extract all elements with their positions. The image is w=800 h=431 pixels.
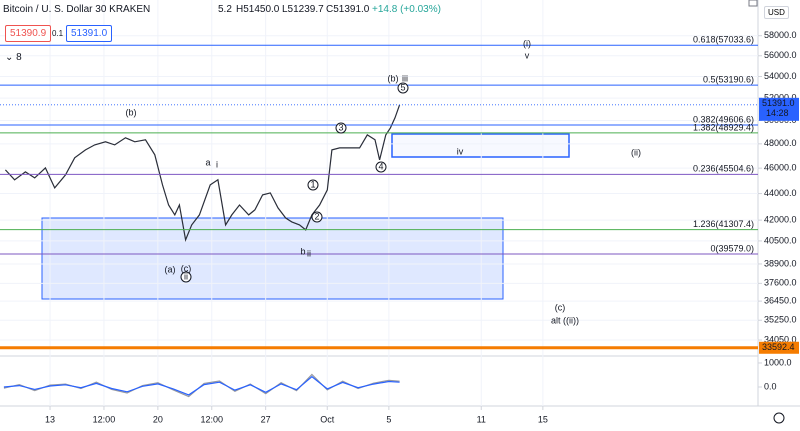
y-tick-label: 58000.0 — [764, 30, 797, 40]
x-tick-label: 11 — [477, 414, 486, 424]
wave-label: (c) — [181, 263, 192, 273]
y-tick-label: 38900.0 — [764, 258, 797, 268]
countdown: 14:28 — [766, 108, 789, 118]
zone-box — [41, 217, 504, 300]
y-tick-label: 35250.0 — [764, 315, 797, 325]
wave-label: 1 — [310, 179, 315, 189]
wave-label: a — [205, 157, 210, 167]
x-tick-label: 12:00 — [200, 414, 223, 424]
wave-label: ii — [184, 271, 188, 281]
ohlc-value: 5.2 — [218, 4, 232, 15]
currency[interactable]: USD — [764, 6, 789, 19]
wave-label: 2 — [314, 211, 319, 221]
wave-circle — [335, 122, 347, 134]
buy-price[interactable]: 51391.0 — [66, 25, 113, 42]
y-tick-label: 52000.0 — [764, 92, 797, 102]
price-tag-label: 51391.0 — [762, 98, 795, 108]
symbol-title: Bitcoin / U. S. Dollar 30 KRAKEN — [3, 4, 151, 15]
wave-circle — [375, 161, 387, 173]
ohlc-value: C51391.0 — [326, 4, 370, 15]
wave-label: iii — [402, 73, 408, 83]
y-tick-label: 37600.0 — [764, 278, 797, 288]
ohlc-value: L51239.7 — [282, 4, 324, 15]
x-tick-label: 20 — [153, 414, 163, 424]
fib-label: 0.5(53190.6) — [703, 75, 754, 85]
fib-label: 0.618(57033.6) — [693, 35, 754, 45]
fib-label: 1.382(48929.4) — [693, 122, 754, 132]
wave-label: alt ((ii)) — [551, 315, 579, 325]
x-tick-label: 5 — [386, 414, 391, 424]
price-line — [3, 375, 400, 396]
wave-label: iv — [457, 146, 464, 156]
y-tick-label: 40500.0 — [764, 235, 797, 245]
y-tick-label: 34050.0 — [764, 334, 797, 344]
wave-label: (c) — [555, 302, 566, 312]
wave-label: (b) — [388, 73, 399, 83]
wave-circle — [311, 211, 323, 223]
wave-circle — [180, 271, 192, 283]
indicator-count: 8 — [16, 52, 22, 63]
zone-box — [391, 133, 570, 158]
x-tick-label: 15 — [538, 414, 548, 424]
sell-price[interactable]: 51390.9 — [5, 25, 52, 42]
wave-label: (a) — [165, 264, 176, 274]
x-tick-label: 13 — [45, 414, 55, 424]
settings-icon[interactable] — [773, 412, 785, 424]
y-tick-label: 46000.0 — [764, 163, 797, 173]
wave-label: ii — [307, 248, 311, 258]
wave-label: 3 — [338, 122, 343, 132]
y-tick-label: 42000.0 — [764, 215, 797, 225]
y-tick-label: 0.0 — [764, 381, 777, 391]
y-tick-label: 56000.0 — [764, 50, 797, 60]
wave-label: i — [216, 159, 218, 169]
fib-label: 0(39579.0) — [710, 243, 754, 253]
price-tag — [759, 97, 799, 121]
x-tick-label: Oct — [320, 414, 335, 424]
fib-label: 0.236(45504.6) — [693, 164, 754, 174]
fib-label: 1.236(41307.4) — [693, 219, 754, 229]
x-tick-label: 12:00 — [93, 414, 116, 424]
y-tick-label: 54000.0 — [764, 71, 797, 81]
price-tag — [759, 341, 799, 354]
wave-label: v — [525, 50, 530, 60]
wave-label: 5 — [400, 82, 405, 92]
price-tag-label: 33592.4 — [762, 342, 795, 352]
wave-label: (i) — [523, 38, 531, 48]
wave-label: 4 — [378, 161, 383, 171]
y-tick-label: 36450.0 — [764, 295, 797, 305]
y-tick-label: 44000.0 — [764, 188, 797, 198]
x-tick-label: 27 — [261, 414, 271, 424]
wave-circle — [397, 82, 409, 94]
y-tick-label: 48000.0 — [764, 138, 797, 148]
ohlc-change: +14.8 (+0.03%) — [372, 4, 441, 15]
spread: 0.1 — [52, 29, 64, 38]
wave-label: (ii) — [631, 147, 641, 157]
price-line — [4, 104, 401, 243]
ohlc-value: H51450.0 — [236, 4, 280, 15]
wave-circle — [307, 179, 319, 191]
wave-label: b — [300, 246, 305, 256]
y-tick-label: 1000.0 — [764, 357, 792, 367]
wave-label: (b) — [126, 107, 137, 117]
indicator-toggle[interactable]: ⌄ 8 — [5, 52, 22, 63]
window-icon[interactable] — [748, 0, 758, 7]
fib-label: 0.382(49606.6) — [693, 114, 754, 124]
